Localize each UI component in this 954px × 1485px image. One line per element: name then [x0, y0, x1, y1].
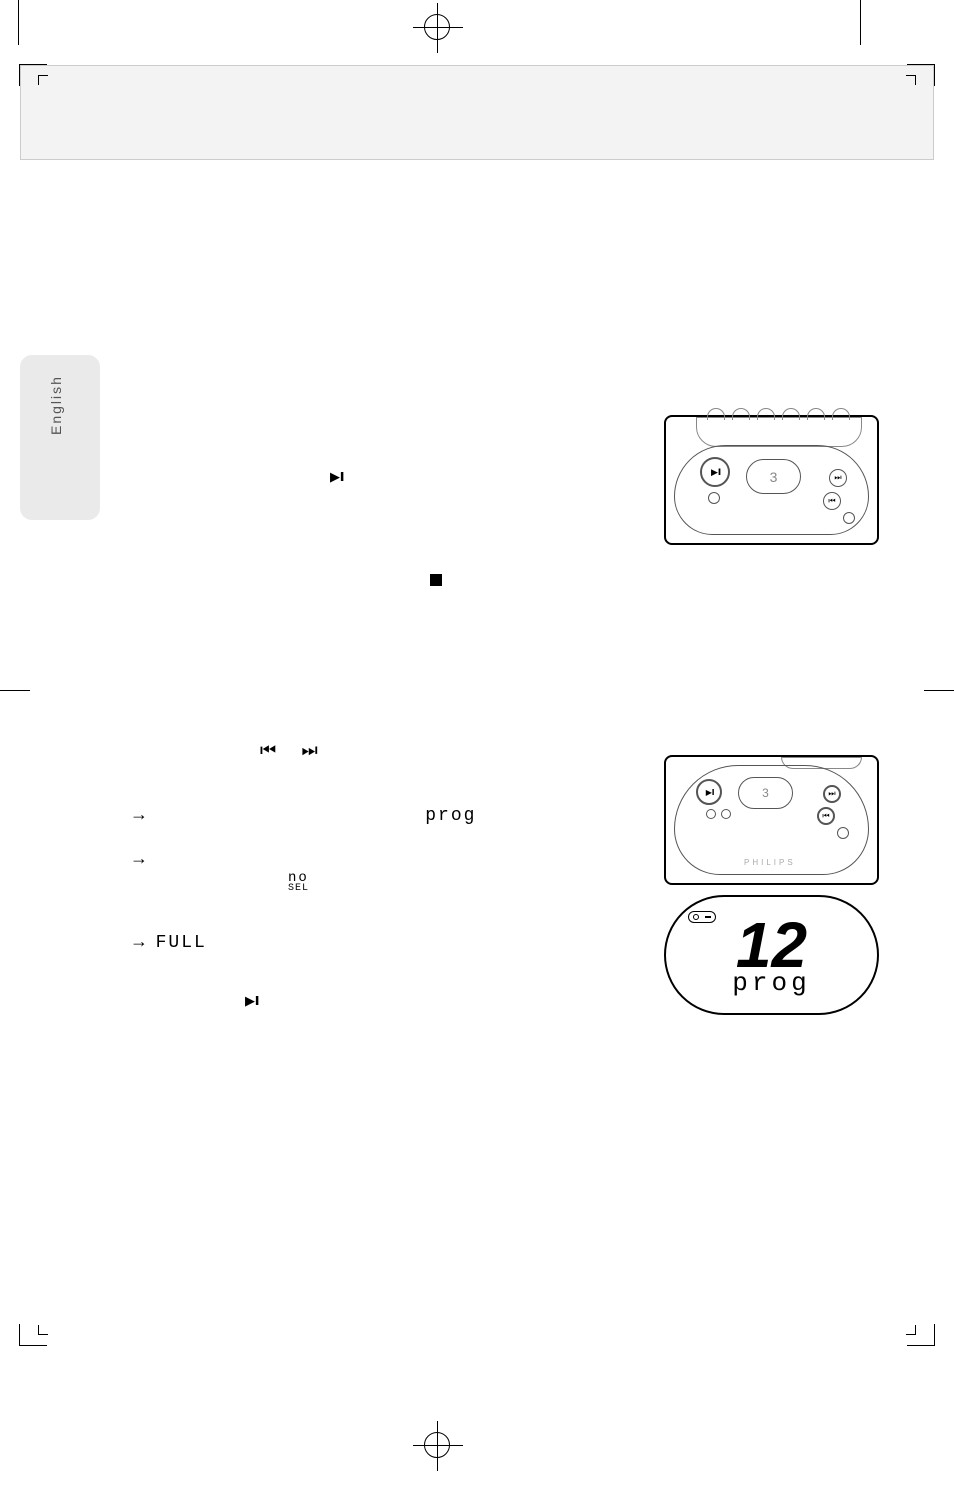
arrow-icon: → — [130, 804, 148, 824]
device-next-button: ⏭ — [829, 469, 847, 487]
arrow-icon: → — [130, 848, 148, 868]
disc-icon — [688, 911, 716, 923]
full-text: FULL — [156, 933, 207, 953]
crop-mark — [860, 0, 861, 45]
cassette-deck — [696, 417, 862, 447]
device-prev-button: ⏮ — [817, 807, 835, 825]
device-lcd-value: 3 — [762, 786, 769, 800]
skip-next-icon: ⏭ — [301, 740, 317, 760]
lcd-panel: 12 prog — [664, 895, 879, 1015]
arrow-icon: → — [130, 931, 148, 951]
device-prev-button: ⏮ — [823, 492, 841, 510]
prog-text-inline: prog — [425, 806, 476, 826]
device-small-button — [721, 809, 731, 819]
sel-text: SEL — [288, 884, 570, 894]
skip-prev-icon: ⏮ — [260, 740, 276, 760]
page-header-box — [20, 65, 934, 160]
play-icon: ▶ — [330, 469, 340, 484]
registration-mark-top — [424, 14, 450, 40]
device-lcd: 3 — [738, 777, 793, 809]
philips-logo-text: PHILIPS — [744, 858, 796, 867]
device-small-button — [706, 809, 716, 819]
device-small-button — [837, 827, 849, 839]
sidebar-language-label: English — [48, 375, 64, 435]
pause-bars-icon: II — [340, 469, 341, 484]
crop-corner — [38, 75, 48, 85]
registration-mark-bottom — [424, 1432, 450, 1458]
play-pause-line: ▶II — [130, 468, 570, 486]
play-icon: ▶ — [245, 993, 255, 1008]
figure-device-1: ▶II 3 ⏭ ⏮ — [664, 415, 879, 545]
figure-device-2: ▶II 3 ⏭ ⏮ PHILIPS — [664, 755, 879, 885]
device-lcd-value: 3 — [770, 469, 778, 485]
lcd-number: 12 — [736, 918, 807, 972]
device-lcd: 3 — [746, 459, 801, 494]
page-frame: English ▶II ⏮ ⏭ → prog — [20, 65, 934, 1345]
crop-mark — [18, 0, 19, 45]
device-play-button: ▶II — [700, 457, 730, 487]
device-small-button — [843, 512, 855, 524]
no-text: no — [288, 872, 570, 884]
crop-corner — [38, 1325, 48, 1335]
device-small-button — [708, 492, 720, 504]
stop-icon — [430, 574, 442, 586]
pause-bars-icon: II — [255, 993, 256, 1008]
device-play-button: ▶II — [696, 779, 722, 805]
lcd-prog-label: prog — [732, 968, 810, 998]
device-next-button: ⏭ — [823, 785, 841, 803]
crop-corner — [906, 1325, 916, 1335]
crop-corner — [906, 75, 916, 85]
